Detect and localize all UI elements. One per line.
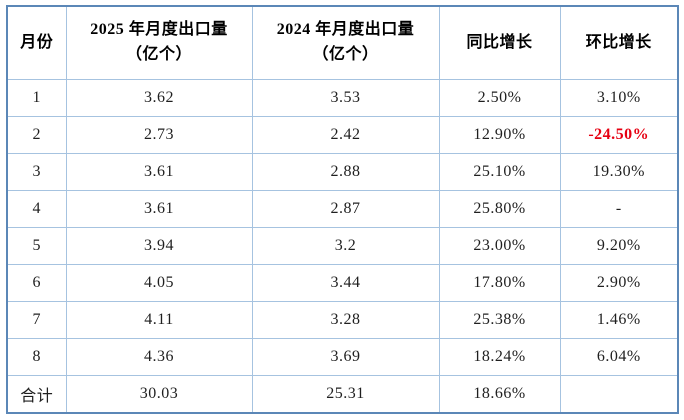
cell-2024-value: 2.88: [251, 153, 440, 191]
table-row: 3 3.61 2.88 25.10% 19.30%: [6, 153, 679, 191]
export-volume-table: 月份 2025 年月度出口量 （亿个） 2024 年月度出口量 （亿个） 同比增…: [6, 5, 679, 414]
cell-2025-value: 3.61: [65, 153, 253, 191]
cell-month: 4: [6, 190, 67, 228]
cell-yoy: 2.50%: [438, 79, 561, 117]
cell-2025-value: 4.05: [65, 264, 253, 302]
header-row: 月份 2025 年月度出口量 （亿个） 2024 年月度出口量 （亿个） 同比增…: [6, 5, 679, 80]
cell-yoy: 17.80%: [438, 264, 561, 302]
header-2024-export: 2024 年月度出口量 （亿个）: [251, 5, 440, 80]
cell-month: 3: [6, 153, 67, 191]
table-row: 8 4.36 3.69 18.24% 6.04%: [6, 338, 679, 376]
cell-total-2024: 25.31: [251, 375, 440, 414]
cell-yoy: 25.80%: [438, 190, 561, 228]
header-2025-export: 2025 年月度出口量 （亿个）: [65, 5, 253, 80]
cell-total-label: 合计: [6, 375, 67, 414]
cell-month: 1: [6, 79, 67, 117]
cell-total-mom: [559, 375, 679, 414]
cell-total-yoy: 18.66%: [438, 375, 561, 414]
cell-mom: -: [559, 190, 679, 228]
cell-2024-value: 3.28: [251, 301, 440, 339]
cell-mom: 1.46%: [559, 301, 679, 339]
cell-2025-value: 3.62: [65, 79, 253, 117]
cell-2024-value: 3.69: [251, 338, 440, 376]
header-2025-line1: 2025 年月度出口量: [90, 21, 228, 39]
header-2024-line1: 2024 年月度出口量: [276, 21, 415, 39]
table-row: 2 2.73 2.42 12.90% -24.50%: [6, 116, 679, 154]
cell-2024-value: 3.2: [251, 227, 440, 265]
cell-yoy: 23.00%: [438, 227, 561, 265]
header-mom-growth: 环比增长: [559, 5, 679, 80]
cell-month: 7: [6, 301, 67, 339]
cell-mom: 6.04%: [559, 338, 679, 376]
header-month: 月份: [6, 5, 67, 80]
cell-2025-value: 2.73: [65, 116, 253, 154]
cell-2024-value: 2.42: [251, 116, 440, 154]
table-row: 5 3.94 3.2 23.00% 9.20%: [6, 227, 679, 265]
cell-2024-value: 2.87: [251, 190, 440, 228]
cell-month: 2: [6, 116, 67, 154]
cell-month: 8: [6, 338, 67, 376]
cell-2024-value: 3.44: [251, 264, 440, 302]
cell-total-2025: 30.03: [65, 375, 253, 414]
cell-mom: 9.20%: [559, 227, 679, 265]
cell-yoy: 18.24%: [438, 338, 561, 376]
cell-yoy: 12.90%: [438, 116, 561, 154]
cell-month: 6: [6, 264, 67, 302]
table-row: 4 3.61 2.87 25.80% -: [6, 190, 679, 228]
header-yoy-growth: 同比增长: [438, 5, 561, 80]
cell-mom: 2.90%: [559, 264, 679, 302]
cell-2025-value: 3.61: [65, 190, 253, 228]
cell-2024-value: 3.53: [251, 79, 440, 117]
cell-month: 5: [6, 227, 67, 265]
table-row: 1 3.62 3.53 2.50% 3.10%: [6, 79, 679, 117]
header-2024-line2: （亿个）: [312, 46, 379, 63]
cell-2025-value: 4.36: [65, 338, 253, 376]
cell-yoy: 25.38%: [438, 301, 561, 339]
cell-yoy: 25.10%: [438, 153, 561, 191]
cell-2025-value: 3.94: [65, 227, 253, 265]
total-row: 合计 30.03 25.31 18.66%: [6, 375, 679, 414]
cell-mom: 19.30%: [559, 153, 679, 191]
cell-mom: 3.10%: [559, 79, 679, 117]
header-2025-line2: （亿个）: [125, 46, 192, 63]
cell-mom-negative: -24.50%: [559, 116, 679, 154]
table-row: 6 4.05 3.44 17.80% 2.90%: [6, 264, 679, 302]
table-row: 7 4.11 3.28 25.38% 1.46%: [6, 301, 679, 339]
cell-2025-value: 4.11: [65, 301, 253, 339]
